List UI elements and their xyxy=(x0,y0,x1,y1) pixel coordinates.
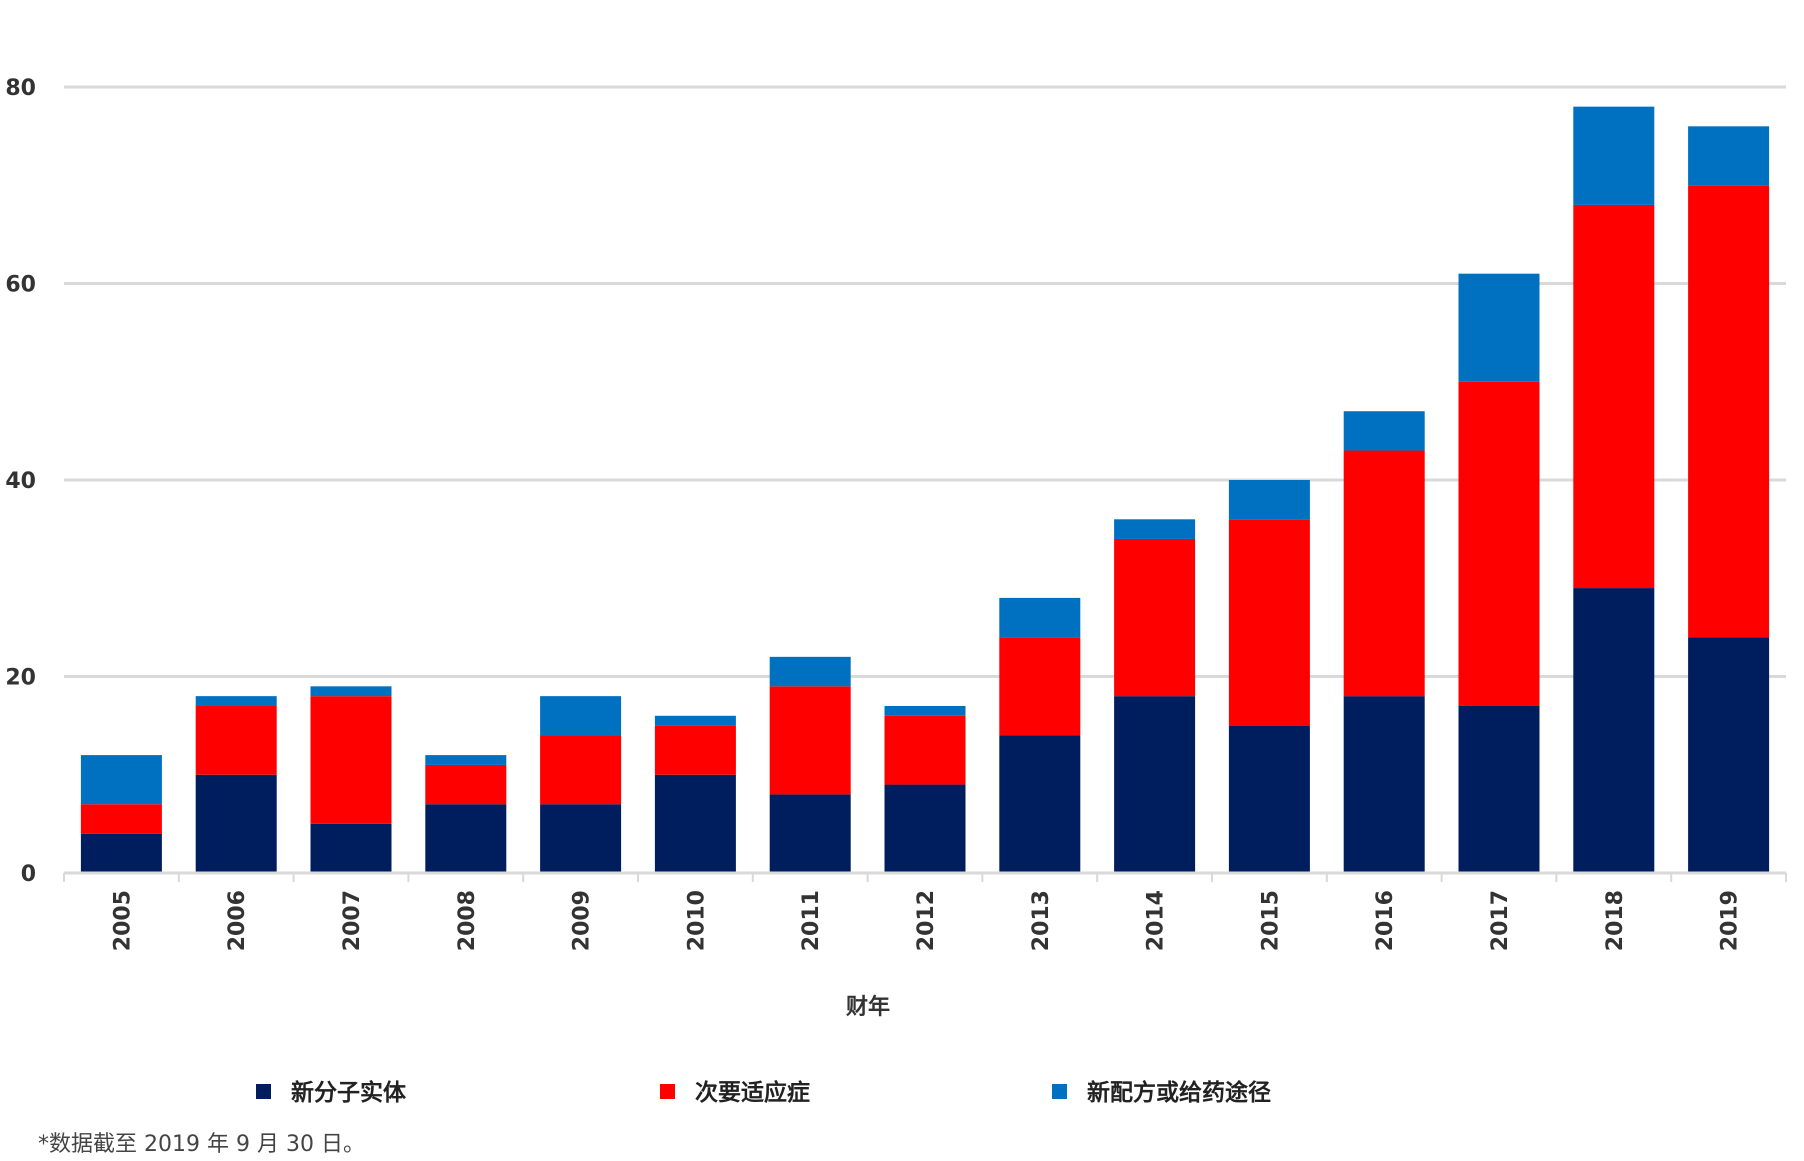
bar-segment-2015-1 xyxy=(1228,725,1310,873)
bar-segment-2017-3 xyxy=(1458,273,1540,382)
x-tick-label: 2017 xyxy=(1488,890,1513,951)
bar-segment-2007-1 xyxy=(310,823,392,873)
bar-segment-2005-2 xyxy=(80,804,162,834)
bar-segment-2010-2 xyxy=(654,725,736,775)
bar-segment-2012-1 xyxy=(884,784,966,873)
x-tick-label: 2005 xyxy=(110,890,135,951)
bar-segment-2014-2 xyxy=(1114,538,1196,697)
bar-segment-2009-3 xyxy=(540,696,622,736)
bar-segment-2018-1 xyxy=(1573,588,1655,873)
y-tick-label: 0 xyxy=(21,862,36,887)
bar-segment-2011-2 xyxy=(769,686,851,795)
bar-segment-2011-3 xyxy=(769,656,851,687)
y-tick-label: 60 xyxy=(5,273,36,298)
bar-segment-2012-3 xyxy=(884,705,966,716)
y-axis-ticks: 0 20 40 60 80 xyxy=(5,76,36,887)
bar-segment-2016-1 xyxy=(1343,696,1425,873)
bar-segment-2010-1 xyxy=(654,774,736,873)
bar-segment-2016-2 xyxy=(1343,450,1425,697)
y-tick-label: 80 xyxy=(5,76,36,101)
bar-segment-2010-3 xyxy=(654,715,736,726)
bar-segment-2015-3 xyxy=(1228,480,1310,520)
x-tick-label: 2010 xyxy=(684,890,709,951)
legend-swatch xyxy=(256,1084,271,1099)
bar-segment-2018-3 xyxy=(1573,106,1655,205)
footnote: *数据截至 2019 年 9 月 30 日。 xyxy=(38,1132,365,1157)
bar-segment-2006-1 xyxy=(195,774,277,873)
x-tick-label: 2019 xyxy=(1718,890,1743,951)
bar-segment-2017-1 xyxy=(1458,705,1540,873)
x-tick-label: 2015 xyxy=(1258,890,1283,951)
x-tick-label: 2012 xyxy=(914,890,939,951)
x-tick-label: 2007 xyxy=(340,890,365,951)
legend-label: 新配方或给药途径 xyxy=(1087,1079,1271,1106)
bar-segment-2014-1 xyxy=(1114,696,1196,873)
bar-segment-2017-2 xyxy=(1458,381,1540,706)
bar-segment-2019-3 xyxy=(1688,126,1770,186)
x-axis-label: 财年 xyxy=(846,994,890,1020)
legend-label: 次要适应症 xyxy=(695,1079,810,1106)
bar-segment-2011-1 xyxy=(769,794,851,873)
bars xyxy=(80,106,1770,873)
bar-segment-2005-1 xyxy=(80,833,162,873)
bar-segment-2006-3 xyxy=(195,696,277,706)
bar-segment-2009-2 xyxy=(540,735,622,805)
bar-segment-2008-2 xyxy=(425,764,507,805)
bar-segment-2009-1 xyxy=(540,804,622,873)
x-tick-label: 2013 xyxy=(1029,890,1054,951)
bar-segment-2016-3 xyxy=(1343,411,1425,451)
legend: 新分子实体 次要适应症 新配方或给药途径 xyxy=(256,1079,1271,1106)
bar-segment-2013-3 xyxy=(999,597,1081,638)
bar-segment-2018-2 xyxy=(1573,204,1655,589)
legend-swatch xyxy=(1052,1084,1067,1099)
bar-segment-2007-2 xyxy=(310,696,392,824)
x-tick-label: 2006 xyxy=(225,890,250,951)
x-tick-label: 2009 xyxy=(570,890,595,951)
x-axis-ticks: 2005 2006 2007 2008 2009 2010 2011 2012 2013 2014… xyxy=(63,873,1787,951)
y-tick-label: 40 xyxy=(5,469,36,494)
legend-swatch xyxy=(660,1084,675,1099)
bar-segment-2014-3 xyxy=(1114,519,1196,539)
x-tick-label: 2014 xyxy=(1144,890,1169,951)
x-tick-label: 2011 xyxy=(799,890,824,951)
x-tick-label: 2008 xyxy=(455,890,480,951)
bar-segment-2019-2 xyxy=(1688,185,1770,638)
x-tick-label: 2018 xyxy=(1603,890,1628,951)
bar-segment-2005-3 xyxy=(80,755,162,805)
bar-segment-2013-1 xyxy=(999,735,1081,873)
bar-segment-2008-1 xyxy=(425,804,507,873)
bar-segment-2012-2 xyxy=(884,715,966,785)
bar-segment-2015-2 xyxy=(1228,519,1310,726)
bar-segment-2008-3 xyxy=(425,755,507,765)
bar-segment-2006-2 xyxy=(195,705,277,775)
x-tick-label: 2016 xyxy=(1373,890,1398,951)
bar-segment-2007-3 xyxy=(310,686,392,697)
y-tick-label: 20 xyxy=(5,666,36,691)
bar-segment-2013-2 xyxy=(999,637,1081,736)
legend-label: 新分子实体 xyxy=(291,1079,407,1106)
bar-segment-2019-1 xyxy=(1688,637,1770,873)
